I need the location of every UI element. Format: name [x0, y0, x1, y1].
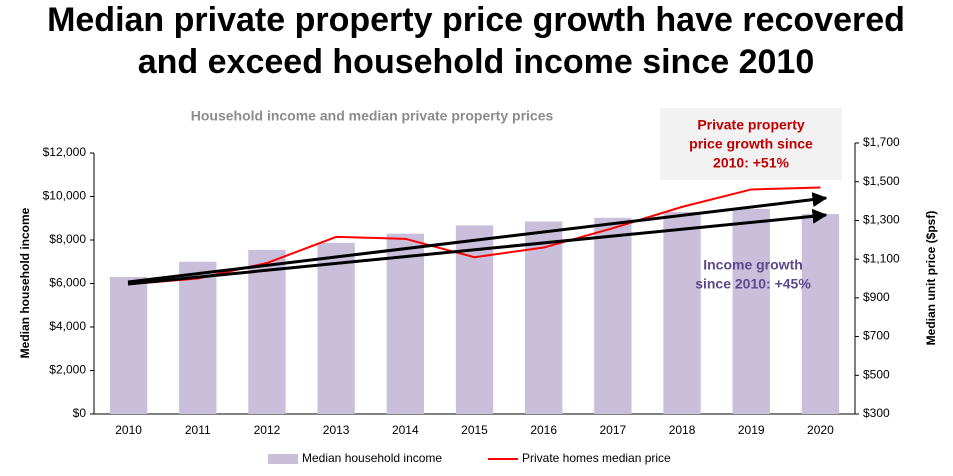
- y2-tick-label: $700: [863, 329, 890, 343]
- trend-arrow: [127, 192, 828, 284]
- y2-tick-label: $1,300: [863, 213, 900, 227]
- annotation-box: [660, 108, 842, 180]
- y2-axis-label: Median unit price ($psf): [924, 211, 938, 346]
- legend-label: Private homes median price: [522, 451, 671, 465]
- legend-swatch: [268, 454, 298, 464]
- y2-tick-label: $1,700: [863, 135, 900, 149]
- annotation: Income growth: [703, 257, 803, 273]
- x-tick-label: 2020: [807, 423, 834, 437]
- chart-subtitle: Household income and median private prop…: [191, 108, 554, 124]
- annotation: Private property: [697, 117, 805, 133]
- bar: [594, 217, 632, 414]
- bar: [248, 249, 286, 414]
- y2-tick-label: $500: [863, 367, 890, 381]
- y-tick-label: $6,000: [49, 276, 86, 290]
- chart-title: Median private property price growth hav…: [47, 1, 905, 39]
- y2-tick-label: $300: [863, 406, 890, 420]
- bar: [317, 242, 355, 414]
- x-tick-label: 2011: [185, 423, 211, 437]
- y-tick-label: $8,000: [49, 232, 86, 246]
- bar: [732, 208, 770, 414]
- y-tick-label: $12,000: [43, 145, 87, 159]
- bar: [109, 276, 148, 414]
- y-axis-label: Median household income: [18, 207, 32, 358]
- x-tick-label: 2017: [600, 423, 627, 437]
- y-tick-label: $2,000: [49, 363, 86, 377]
- x-tick-label: 2010: [115, 423, 142, 437]
- x-tick-label: 2013: [323, 423, 350, 437]
- bar: [801, 214, 840, 414]
- x-tick-label: 2019: [738, 423, 765, 437]
- bar: [663, 211, 701, 414]
- annotation: 2010: +51%: [713, 155, 789, 171]
- x-tick-label: 2015: [461, 423, 488, 437]
- chart-title: and exceed household income since 2010: [138, 43, 814, 81]
- x-tick-label: 2018: [669, 423, 696, 437]
- annotation: price growth since: [689, 136, 813, 152]
- bar: [386, 233, 424, 414]
- y-tick-label: $0: [73, 406, 87, 420]
- y2-tick-label: $900: [863, 290, 890, 304]
- x-tick-label: 2014: [392, 423, 419, 437]
- x-tick-label: 2016: [530, 423, 557, 437]
- legend-label: Median household income: [302, 451, 442, 465]
- trend-arrow: [127, 208, 828, 286]
- bar: [179, 261, 217, 414]
- x-tick-label: 2012: [254, 423, 281, 437]
- annotation: since 2010: +45%: [695, 276, 811, 292]
- y2-tick-label: $1,500: [863, 174, 900, 188]
- y-tick-label: $10,000: [43, 189, 87, 203]
- y-tick-label: $4,000: [49, 319, 86, 333]
- y2-tick-label: $1,100: [863, 251, 900, 265]
- bar: [525, 221, 563, 414]
